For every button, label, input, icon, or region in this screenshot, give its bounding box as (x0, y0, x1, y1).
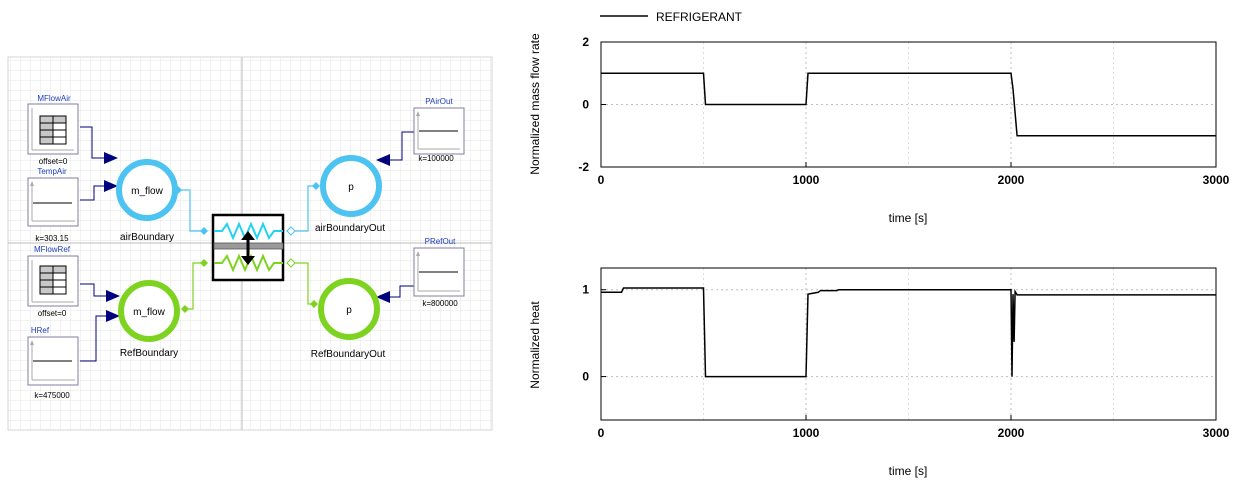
prefout-to-refboundaryout (390, 285, 414, 298)
series-line (601, 287, 1216, 378)
ref-boundary-out-symbol: p (346, 305, 352, 316)
arrow-refboundary-1 (106, 290, 120, 302)
ref-boundary[interactable]: m_flow RefBoundary (118, 280, 180, 359)
block-tempair[interactable]: TempAir k=303.15 (27, 167, 79, 243)
x-tick-label: 1000 (793, 173, 820, 187)
ref-boundary-symbol: m_flow (133, 307, 165, 318)
y-tick-label: 0 (582, 370, 589, 384)
y-tick-label: 2 (582, 35, 589, 49)
air-boundary-label: airBoundary (120, 232, 174, 243)
x-axis-label: time [s] (889, 464, 928, 478)
block-pairout[interactable]: PAirOut k=100000 (413, 97, 465, 163)
series-line (601, 72, 1216, 137)
y-tick-label: 0 (582, 98, 589, 112)
block-prefout-param: k=800000 (422, 299, 458, 308)
chart-mass-flow-rate: REFRIGERANT 0 1000 2000 3000 -2 0 2 time [s] N… (528, 10, 1230, 225)
air-boundary-out[interactable]: p airBoundaryOut (315, 155, 385, 234)
port-air-boundary-out (312, 182, 320, 190)
block-prefout-name: PRefOut (425, 237, 456, 246)
y-axis-label: Normalized mass flow rate (528, 33, 542, 175)
arrow-refboundary-2 (106, 310, 120, 322)
heat-exchanger[interactable] (211, 213, 285, 282)
air-inlet-connection (178, 189, 204, 232)
constant-icon (416, 111, 460, 150)
x-tick-label: 2000 (998, 173, 1025, 187)
tempair-to-airboundary (80, 185, 104, 201)
air-boundary-out-symbol: p (348, 182, 354, 193)
pairout-to-airboundaryout (390, 131, 414, 161)
legend-label: REFRIGERANT (656, 10, 743, 24)
block-href-param: k=475000 (34, 391, 70, 400)
port-hx-air-in (200, 227, 208, 235)
table-icon (39, 265, 67, 295)
table-icon (39, 115, 67, 145)
signal-connections (80, 126, 414, 362)
arrow-refboundaryout (376, 291, 390, 303)
x-tick-label: 0 (598, 426, 605, 440)
y-axis-label: Normalized heat (528, 301, 542, 389)
x-tick-label: 3000 (1203, 426, 1230, 440)
ref-boundary-out[interactable]: p RefBoundaryOut (311, 278, 386, 360)
port-ref-boundary (181, 305, 189, 313)
air-boundary-out-label: airBoundaryOut (315, 223, 385, 234)
href-to-refboundary (80, 315, 106, 362)
chart-normalized-heat: 0 1000 2000 3000 0 1 time [s] Normalized heat (528, 267, 1230, 478)
air-boundary-symbol: m_flow (131, 186, 163, 197)
y-tick-label: -2 (578, 160, 589, 174)
block-mflowref-name: MFlowRef (34, 245, 71, 254)
ref-boundary-label: RefBoundary (120, 348, 178, 359)
block-mflowair[interactable]: MFlowAir offset=0 (27, 94, 79, 166)
block-href[interactable]: HRef k=475000 (27, 326, 79, 400)
port-hx-ref-out (286, 258, 296, 268)
mflowref-to-refboundary (80, 283, 106, 297)
block-pairout-param: k=100000 (418, 154, 454, 163)
constant-icon (30, 181, 75, 222)
x-tick-label: 0 (598, 173, 605, 187)
block-prefout[interactable]: PRefOut k=800000 (413, 237, 465, 308)
port-ref-boundary-out (310, 300, 318, 308)
block-mflowair-param: offset=0 (39, 157, 68, 166)
port-hx-air-out (286, 226, 296, 236)
port-hx-ref-in (200, 259, 208, 267)
block-mflowref-param: offset=0 (38, 309, 67, 318)
constant-icon (416, 251, 460, 292)
block-tempair-name: TempAir (37, 167, 67, 176)
block-href-name: HRef (31, 326, 50, 335)
x-tick-label: 3000 (1203, 173, 1230, 187)
block-tempair-param: k=303.15 (35, 234, 69, 243)
y-tick-label: 1 (582, 283, 589, 297)
x-axis-label: time [s] (889, 211, 928, 225)
hx-heat-arrow-up (241, 231, 255, 240)
block-mflowair-name: MFlowAir (37, 94, 71, 103)
arrow-airboundary-1 (104, 152, 118, 164)
mflowair-to-airboundary (80, 126, 104, 159)
x-tick-label: 2000 (998, 426, 1025, 440)
hx-heat-arrow-down (241, 256, 255, 265)
signal-arrows (104, 152, 390, 322)
constant-icon (30, 340, 75, 381)
arrow-airboundaryout (376, 154, 390, 166)
ref-boundary-out-label: RefBoundaryOut (311, 349, 386, 360)
air-boundary[interactable]: m_flow airBoundary (116, 159, 178, 243)
arrow-airboundary-2 (104, 180, 118, 192)
x-tick-label: 1000 (793, 426, 820, 440)
legend: REFRIGERANT (600, 10, 743, 24)
block-pairout-name: PAirOut (425, 97, 453, 106)
plot-area-frame (600, 267, 1217, 421)
block-mflowref[interactable]: MFlowRef offset=0 (27, 245, 79, 318)
